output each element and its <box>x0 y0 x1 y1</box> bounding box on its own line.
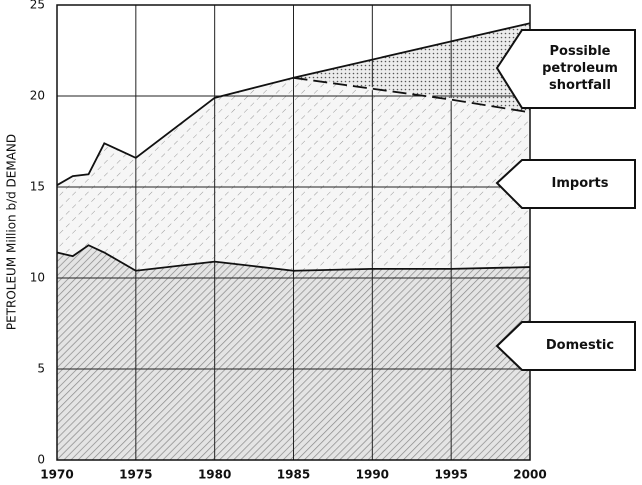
callout-box <box>495 321 636 371</box>
area-line <box>56 76 531 186</box>
y-tick-label: 0 <box>37 453 45 467</box>
y-tick-label: 5 <box>37 362 45 376</box>
callout-box <box>495 159 636 209</box>
y-tick-label: 25 <box>30 0 45 12</box>
x-tick-label: 1985 <box>277 468 310 482</box>
area-line <box>56 244 531 272</box>
x-tick-label: 2000 <box>513 468 546 482</box>
y-axis-title: PETROLEUM Million b/d DEMAND <box>5 134 19 330</box>
callout-box <box>495 29 636 109</box>
x-tick-label: 1990 <box>356 468 389 482</box>
area-line <box>293 22 531 79</box>
domestic-label: Domestic <box>545 338 615 353</box>
x-tick-label: 1995 <box>434 468 467 482</box>
dash-gap <box>293 76 531 114</box>
imports-label: Imports <box>551 176 609 191</box>
y-tick-label: 10 <box>30 271 45 285</box>
x-tick-label: 1980 <box>198 468 231 482</box>
shortfall-label: Possible petroleum shortfall <box>542 44 618 93</box>
y-tick-label: 15 <box>30 180 45 194</box>
x-tick-label: 1975 <box>119 468 152 482</box>
x-tick-label: 1970 <box>40 468 73 482</box>
plot-frame <box>56 4 531 461</box>
area-fill <box>293 23 530 113</box>
y-tick-label: 20 <box>30 89 45 103</box>
